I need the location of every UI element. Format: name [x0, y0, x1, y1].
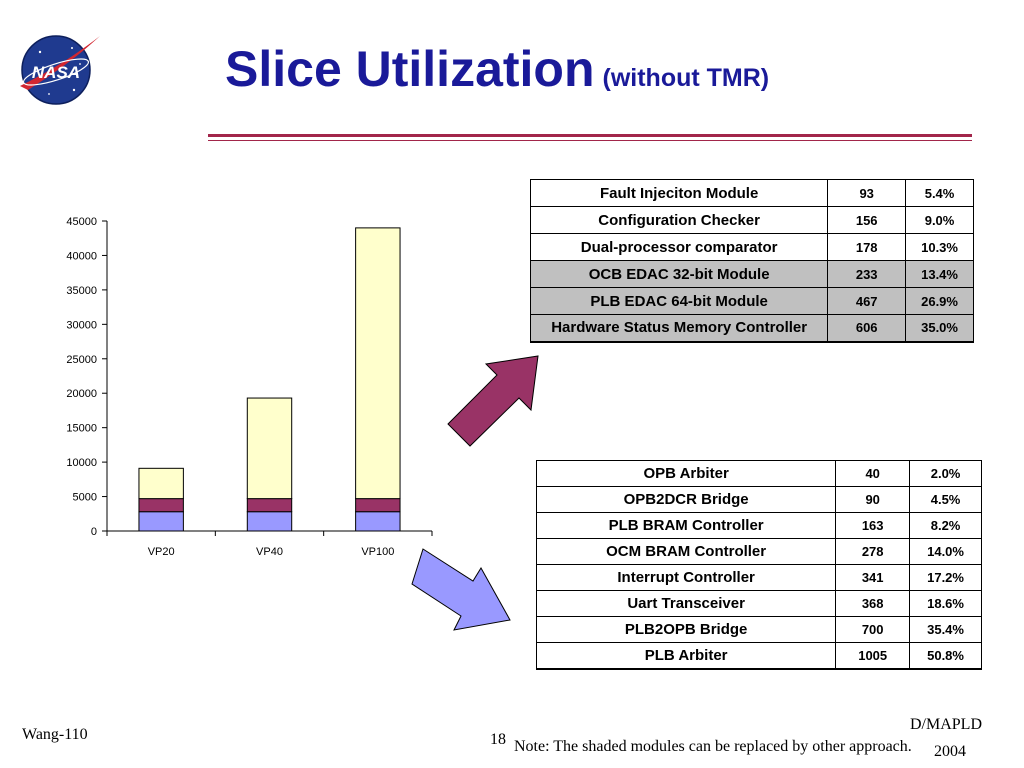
slice-count-cell: 368 [835, 590, 911, 617]
module-row: PLB Arbiter 1005 50.8% [535, 642, 982, 669]
arrow-down-right-icon [411, 548, 511, 631]
slice-count-cell: 93 [827, 179, 907, 207]
slice-count-cell: 90 [835, 486, 911, 513]
y-tick-label: 10000 [66, 457, 97, 469]
slice-count-cell: 278 [835, 538, 911, 565]
module-row: PLB BRAM Controller 163 8.2% [535, 512, 982, 539]
module-name-cell: OPB Arbiter [535, 460, 837, 487]
title-main: Slice Utilization [225, 41, 595, 97]
percent-cell: 35.0% [905, 314, 974, 342]
y-tick-label: 30000 [66, 319, 97, 331]
y-tick-label: 20000 [66, 388, 97, 400]
module-name-cell: PLB BRAM Controller [535, 512, 837, 539]
slice-count-cell: 163 [835, 512, 911, 539]
percent-cell: 14.0% [909, 538, 982, 565]
module-row: PLB EDAC 64-bit Module 467 26.9% [529, 287, 974, 315]
module-name-cell: Uart Transceiver [535, 590, 837, 617]
slice-count-cell: 233 [827, 260, 907, 288]
slice-count-cell: 700 [835, 616, 911, 643]
base-modules-table: OPB Arbiter 40 2.0% OPB2DCR Bridge 90 4.5% PLB… [535, 460, 982, 670]
module-name-cell: Dual-processor comparator [529, 233, 829, 261]
footer-author: Wang-110 [22, 726, 88, 743]
percent-cell: 26.9% [905, 287, 974, 315]
title-rule-thin [208, 140, 972, 141]
y-tick-label: 25000 [66, 354, 97, 366]
module-row: Fault Injeciton Module 93 5.4% [529, 179, 974, 207]
bar-segment [138, 511, 184, 532]
slice-utilization-chart: 0 5000 10000 15000 20000 25000 30000 35000 40000… [66, 216, 433, 558]
percent-cell: 13.4% [905, 260, 974, 288]
module-name-cell: Hardware Status Memory Controller [529, 314, 829, 342]
bar-segment [246, 498, 293, 513]
module-name-cell: OCM BRAM Controller [535, 538, 837, 565]
module-name-cell: PLB EDAC 64-bit Module [529, 287, 829, 315]
percent-cell: 17.2% [909, 564, 982, 591]
module-row: OPB Arbiter 40 2.0% [535, 460, 982, 487]
bar-segment [138, 498, 184, 513]
x-tick-label: VP40 [256, 546, 283, 558]
arrow-up-right-icon [447, 355, 539, 447]
bar-segment [355, 227, 401, 500]
module-row: Dual-processor comparator 178 10.3% [529, 233, 974, 261]
slice-count-cell: 40 [835, 460, 911, 487]
footer-conference: D/MAPLD [910, 716, 983, 733]
footnote: Note: The shaded modules can be replaced… [514, 738, 912, 755]
percent-cell: 18.6% [909, 590, 982, 617]
title-subtitle: (without TMR) [602, 64, 770, 92]
module-row: Interrupt Controller 341 17.2% [535, 564, 982, 591]
percent-cell: 9.0% [905, 206, 974, 234]
module-name-cell: OCB EDAC 32-bit Module [529, 260, 829, 288]
slice-count-cell: 178 [827, 233, 907, 261]
module-row: OCB EDAC 32-bit Module 233 13.4% [529, 260, 974, 288]
slice-count-cell: 467 [827, 287, 907, 315]
added-modules-table: Fault Injeciton Module 93 5.4% Configuratio… [529, 179, 974, 343]
module-row: Uart Transceiver 368 18.6% [535, 590, 982, 617]
module-name-cell: Configuration Checker [529, 206, 829, 234]
percent-cell: 10.3% [905, 233, 974, 261]
page-title: Slice Utilization (without TMR) [225, 40, 769, 98]
title-rule-thick [208, 134, 972, 137]
percent-cell: 4.5% [909, 486, 982, 513]
slice-count-cell: 156 [827, 206, 907, 234]
nasa-logo-text: NASA [32, 63, 80, 82]
percent-cell: 50.8% [909, 642, 982, 669]
slice-count-cell: 1005 [835, 642, 911, 669]
x-tick-label: VP100 [361, 546, 394, 558]
percent-cell: 35.4% [909, 616, 982, 643]
bar-segment [355, 511, 401, 532]
percent-cell: 8.2% [909, 512, 982, 539]
module-row: PLB2OPB Bridge 700 35.4% [535, 616, 982, 643]
slice-count-cell: 606 [827, 314, 907, 342]
percent-cell: 2.0% [909, 460, 982, 487]
module-name-cell: Fault Injeciton Module [529, 179, 829, 207]
x-tick-label: VP20 [148, 546, 175, 558]
page-number: 18 [490, 731, 506, 748]
nasa-logo-icon: NASA [20, 35, 100, 105]
module-name-cell: OPB2DCR Bridge [535, 486, 837, 513]
module-row: OCM BRAM Controller 278 14.0% [535, 538, 982, 565]
module-row: OPB2DCR Bridge 90 4.5% [535, 486, 982, 513]
footer-year: 2004 [934, 743, 966, 760]
bar-segment [246, 511, 293, 532]
y-tick-label: 35000 [66, 285, 97, 297]
x-axis: VP20 VP40 VP100 [106, 530, 433, 558]
bar-segment [246, 397, 293, 500]
slice-count-cell: 341 [835, 564, 911, 591]
bar-segment [138, 467, 184, 500]
bars [138, 227, 401, 532]
module-row: Configuration Checker 156 9.0% [529, 206, 974, 234]
y-axis: 0 5000 10000 15000 20000 25000 30000 35000 40000… [66, 216, 108, 538]
y-tick-label: 15000 [66, 423, 97, 435]
percent-cell: 5.4% [905, 179, 974, 207]
module-name-cell: PLB Arbiter [535, 642, 837, 669]
y-tick-label: 0 [91, 526, 97, 538]
bar-segment [355, 498, 401, 513]
module-name-cell: PLB2OPB Bridge [535, 616, 837, 643]
y-tick-label: 5000 [73, 492, 97, 504]
y-tick-label: 40000 [66, 250, 97, 262]
y-tick-label: 45000 [66, 216, 97, 228]
module-name-cell: Interrupt Controller [535, 564, 837, 591]
module-row: Hardware Status Memory Controller 606 35.0… [529, 314, 974, 342]
